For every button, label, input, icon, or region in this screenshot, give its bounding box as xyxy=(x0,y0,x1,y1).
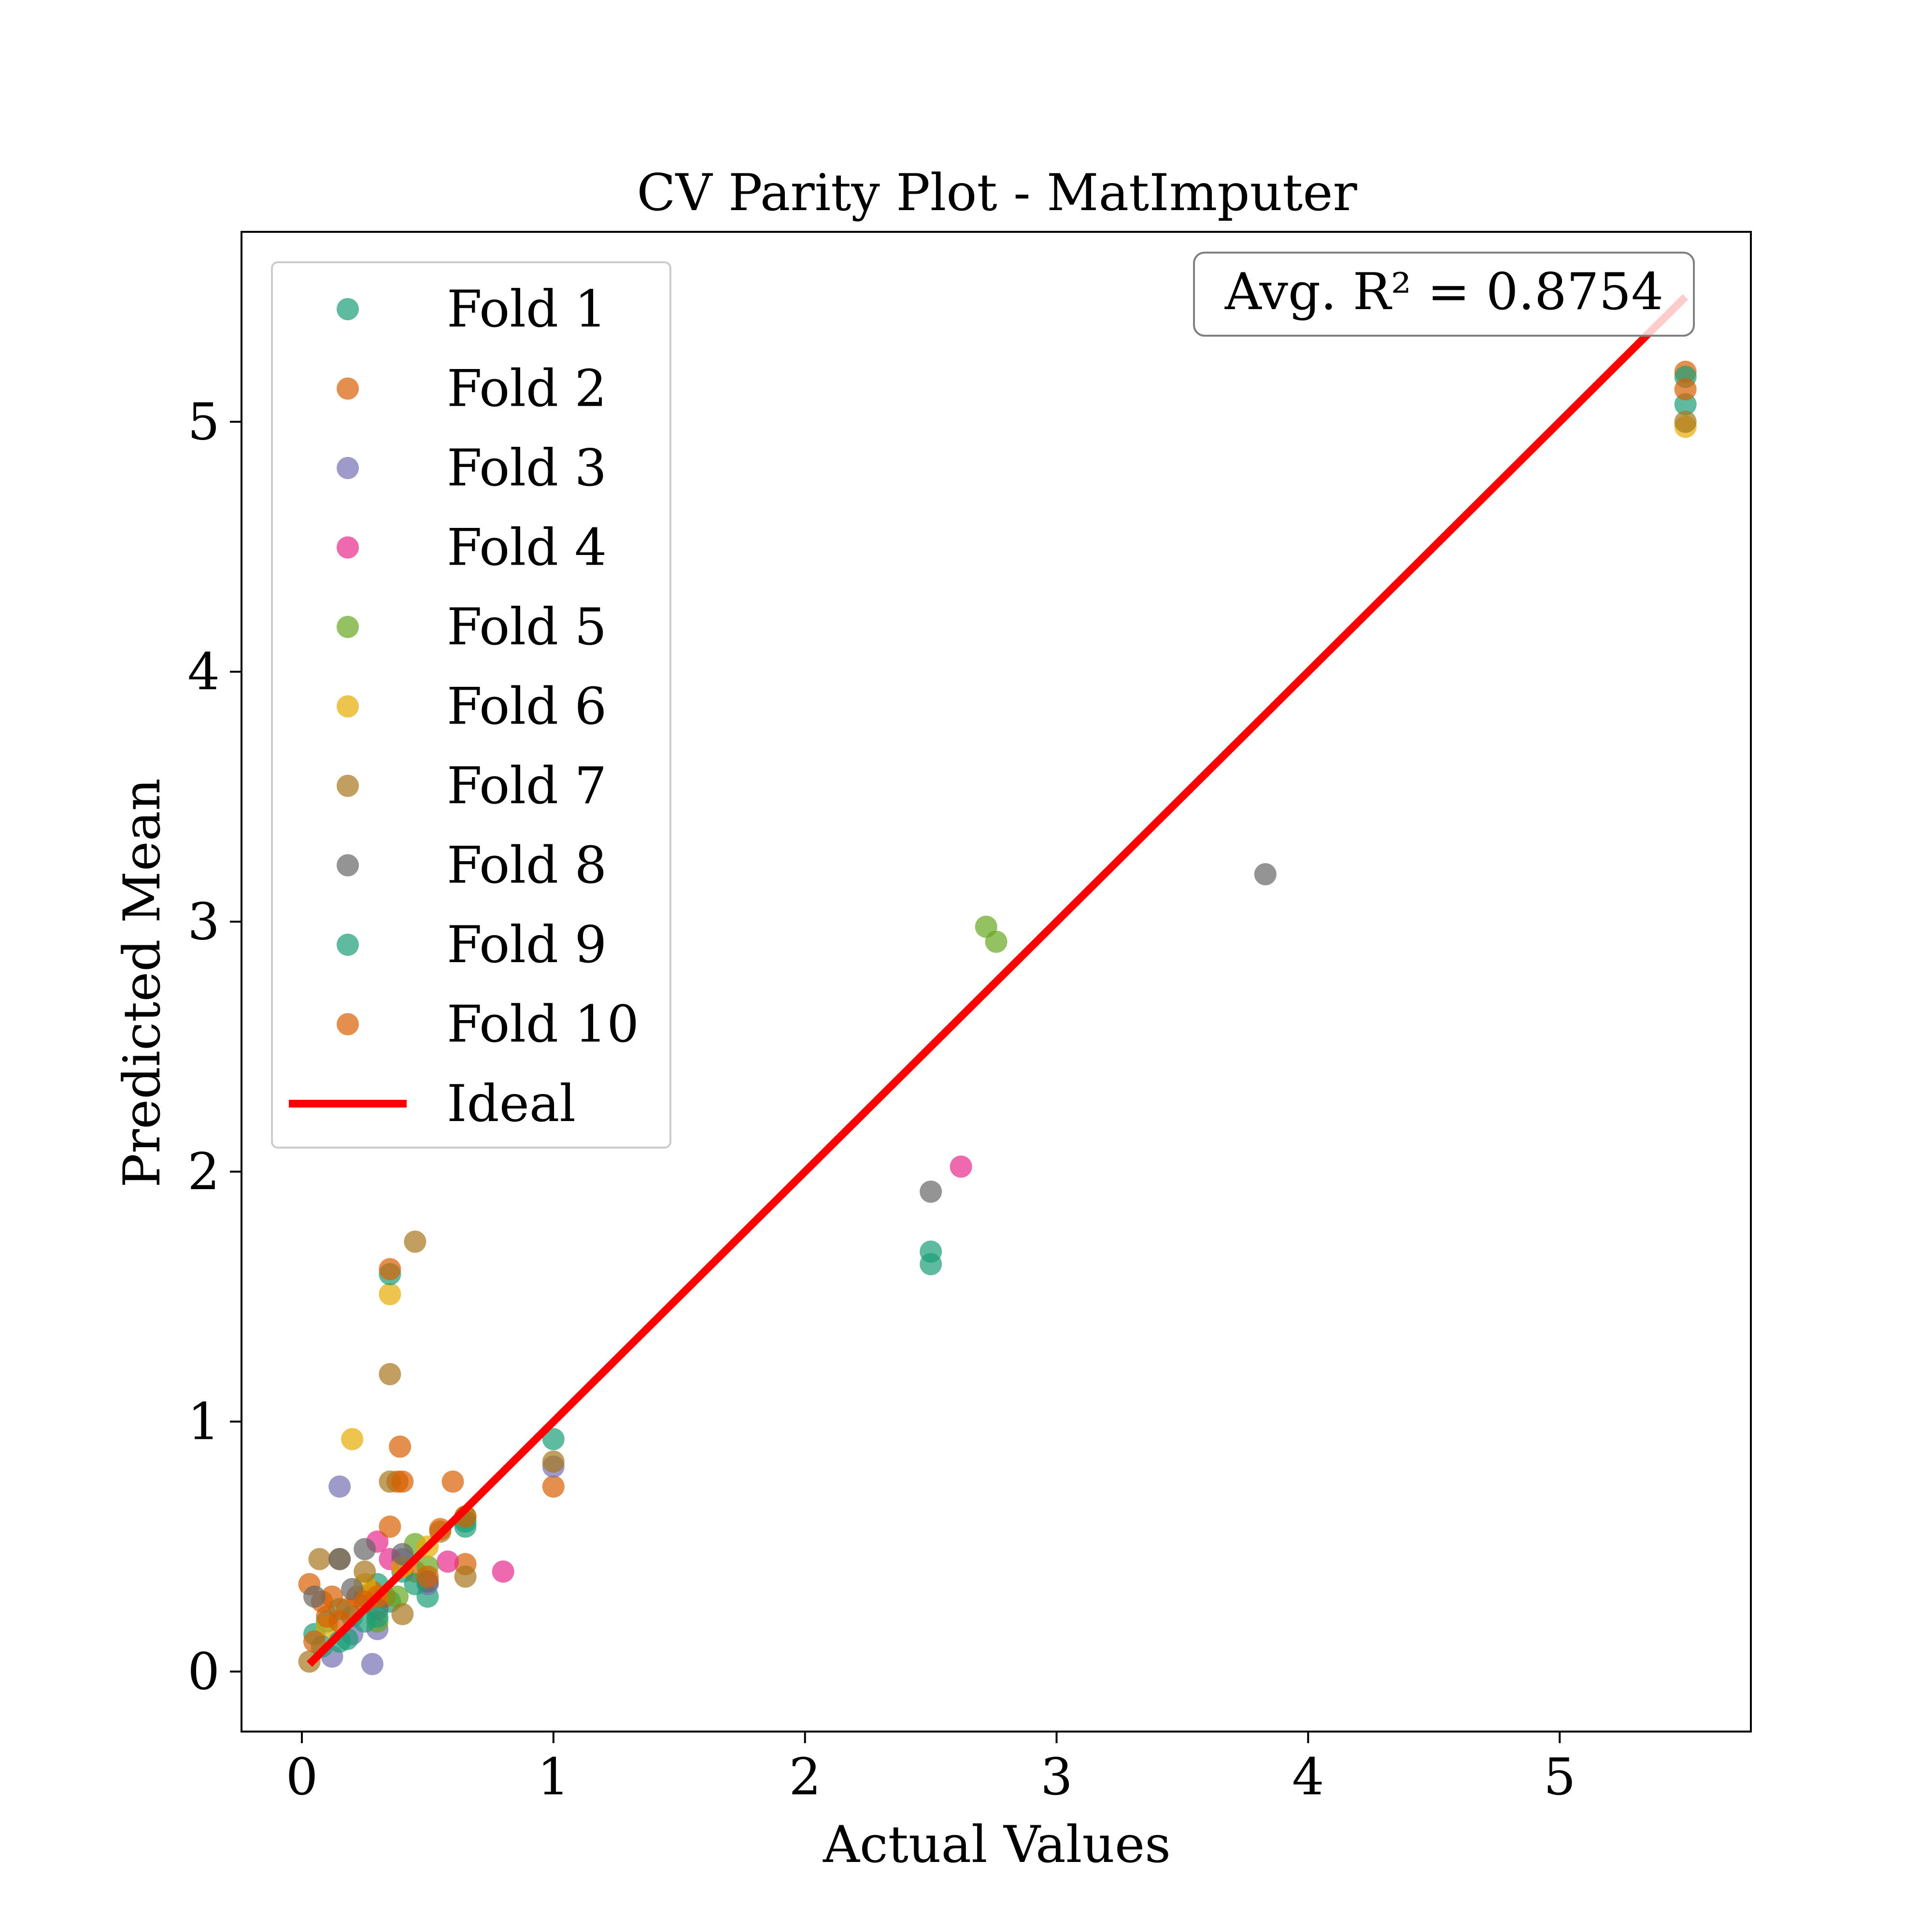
data-point xyxy=(492,1560,514,1583)
legend-item-fold-5: Fold 5 xyxy=(337,597,607,656)
data-point xyxy=(542,1450,565,1473)
data-point xyxy=(328,1475,351,1498)
legend-label: Ideal xyxy=(447,1074,576,1133)
data-point xyxy=(391,1603,414,1625)
y-tick-label: 2 xyxy=(187,1142,220,1201)
data-point xyxy=(416,1565,439,1588)
data-point xyxy=(404,1230,426,1253)
x-tick-label: 5 xyxy=(1544,1747,1576,1806)
legend-item-fold-1: Fold 1 xyxy=(337,280,607,339)
data-point xyxy=(437,1550,459,1573)
data-point xyxy=(354,1538,376,1561)
data-point xyxy=(366,1605,389,1628)
legend-marker xyxy=(337,377,359,400)
data-point xyxy=(379,1283,401,1306)
legend-label: Fold 7 xyxy=(447,756,607,815)
plot-area xyxy=(298,294,1697,1676)
legend-marker xyxy=(337,298,359,320)
y-tick-label: 4 xyxy=(187,642,220,701)
x-tick-label: 3 xyxy=(1040,1747,1073,1806)
r2-annotation: Avg. R² = 0.8754 xyxy=(1193,252,1695,337)
legend-marker xyxy=(337,775,359,797)
legend-label: Fold 1 xyxy=(447,280,607,339)
x-axis-label: Actual Values xyxy=(823,1815,1171,1874)
annotation-box xyxy=(1193,252,1695,337)
data-point xyxy=(542,1475,565,1498)
legend-label: Fold 3 xyxy=(447,439,607,497)
chart-title: CV Parity Plot - MatImputer xyxy=(637,163,1357,222)
data-point xyxy=(379,1258,401,1280)
y-axis-label: Predicted Mean xyxy=(113,778,171,1187)
legend-label: Fold 9 xyxy=(447,915,607,974)
legend-label: Fold 4 xyxy=(447,518,607,577)
data-point xyxy=(542,1428,565,1450)
data-point xyxy=(1674,378,1697,400)
legend-marker xyxy=(337,854,359,877)
legend-item-fold-2: Fold 2 xyxy=(337,359,607,418)
data-point xyxy=(379,1515,401,1538)
legend-label: Fold 2 xyxy=(447,359,607,418)
data-point xyxy=(1254,863,1277,885)
legend-label: Fold 6 xyxy=(447,677,607,736)
y-tick-label: 1 xyxy=(187,1392,220,1451)
legend-item-fold-4: Fold 4 xyxy=(337,518,607,577)
legend-marker xyxy=(337,695,359,718)
y-tick-label: 3 xyxy=(187,892,220,951)
data-point xyxy=(391,1470,414,1493)
data-point xyxy=(386,1585,409,1608)
data-point xyxy=(354,1560,376,1583)
series-fold-10 xyxy=(303,378,1697,1653)
legend-marker xyxy=(337,1013,359,1036)
data-point xyxy=(328,1548,351,1570)
data-point xyxy=(308,1548,331,1570)
legend-label: Fold 5 xyxy=(447,597,607,656)
legend-item-fold-8: Fold 8 xyxy=(337,836,607,895)
data-point xyxy=(985,930,1008,953)
data-point xyxy=(441,1470,464,1493)
data-point xyxy=(379,1363,401,1385)
x-tick-label: 2 xyxy=(789,1747,821,1806)
legend-label: Fold 10 xyxy=(447,995,639,1054)
x-axis: 0 1 2 3 4 5 xyxy=(286,1732,1576,1806)
y-tick-label: 5 xyxy=(187,392,220,451)
annotation-text: Avg. R² = 0.8754 xyxy=(1224,262,1663,321)
legend-box xyxy=(271,261,671,1149)
ideal-line xyxy=(306,294,1689,1667)
legend-item-fold-3: Fold 3 xyxy=(337,439,607,497)
data-point xyxy=(303,1585,326,1608)
data-point xyxy=(341,1428,364,1450)
legend-item-fold-7: Fold 7 xyxy=(337,756,607,815)
data-point xyxy=(321,1585,343,1608)
legend-label: Fold 8 xyxy=(447,836,607,895)
y-tick-label: 0 xyxy=(187,1642,220,1701)
data-point xyxy=(391,1543,414,1565)
y-axis: 0 1 2 3 4 5 xyxy=(187,392,242,1701)
legend-item-ideal: Ideal xyxy=(289,1074,576,1133)
legend-marker xyxy=(337,457,359,479)
data-point xyxy=(920,1180,942,1203)
x-tick-label: 0 xyxy=(286,1747,318,1806)
legend-item-fold-9: Fold 9 xyxy=(337,915,607,974)
plot-frame xyxy=(241,231,1752,1733)
x-tick-label: 4 xyxy=(1292,1747,1324,1806)
data-point xyxy=(950,1155,972,1178)
data-point xyxy=(303,1630,326,1653)
legend-marker xyxy=(337,616,359,638)
data-point xyxy=(1674,411,1697,433)
data-point xyxy=(361,1653,384,1676)
x-tick-label: 1 xyxy=(537,1747,569,1806)
legend-marker xyxy=(337,536,359,559)
legend: Fold 1 Fold 2 Fold 3 Fold 4 Fold 5 Fold 6 Fold… xyxy=(271,261,671,1149)
legend-item-fold-10: Fold 10 xyxy=(337,995,639,1054)
data-point xyxy=(920,1253,942,1276)
data-point xyxy=(389,1435,412,1458)
legend-item-fold-6: Fold 6 xyxy=(337,677,607,736)
data-point xyxy=(454,1565,477,1588)
legend-marker xyxy=(337,934,359,956)
